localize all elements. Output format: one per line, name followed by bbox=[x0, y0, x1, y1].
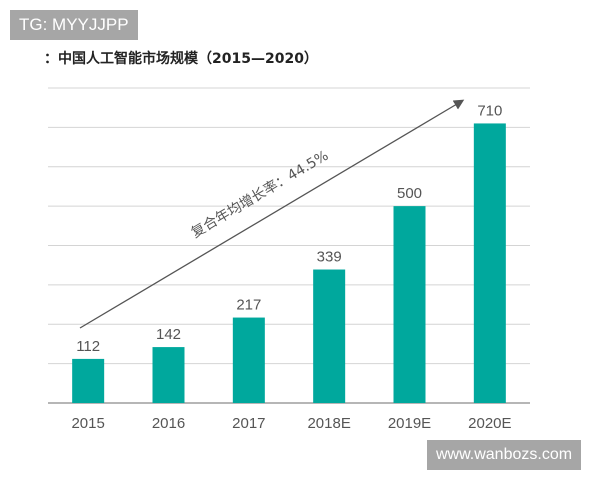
data-label-2018E: 339 bbox=[317, 249, 342, 266]
bar-2016 bbox=[152, 347, 185, 403]
growth-arrow bbox=[79, 99, 465, 329]
bar-2017 bbox=[232, 317, 265, 403]
data-label-2019E: 500 bbox=[397, 185, 422, 202]
bar-2020E bbox=[473, 123, 506, 403]
watermark-bottom-right: www.wanbozs.com bbox=[427, 440, 582, 470]
data-label-2016: 142 bbox=[156, 326, 181, 343]
x-tick-label-2015: 2015 bbox=[71, 415, 104, 432]
x-tick-label-2020E: 2020E bbox=[468, 415, 511, 432]
data-label-2015: 112 bbox=[76, 338, 100, 355]
bar-2015 bbox=[72, 358, 105, 403]
x-tick-label-2018E: 2018E bbox=[307, 415, 350, 432]
x-tick-label-2017: 2017 bbox=[232, 415, 265, 432]
bar-2018E bbox=[313, 269, 346, 403]
watermark-top-left: TG: MYYJJPP bbox=[10, 10, 138, 40]
chart-title: ：中国人工智能市场规模（2015—2020） bbox=[44, 51, 318, 67]
x-tick-label-2016: 2016 bbox=[152, 415, 185, 432]
data-label-2017: 217 bbox=[236, 297, 261, 314]
bar-2019E bbox=[393, 206, 426, 403]
data-label-2020E: 710 bbox=[477, 102, 502, 119]
x-tick-label-2019E: 2019E bbox=[388, 415, 431, 432]
cagr-annotation: 复合年均增长率：44.5% bbox=[188, 147, 331, 242]
